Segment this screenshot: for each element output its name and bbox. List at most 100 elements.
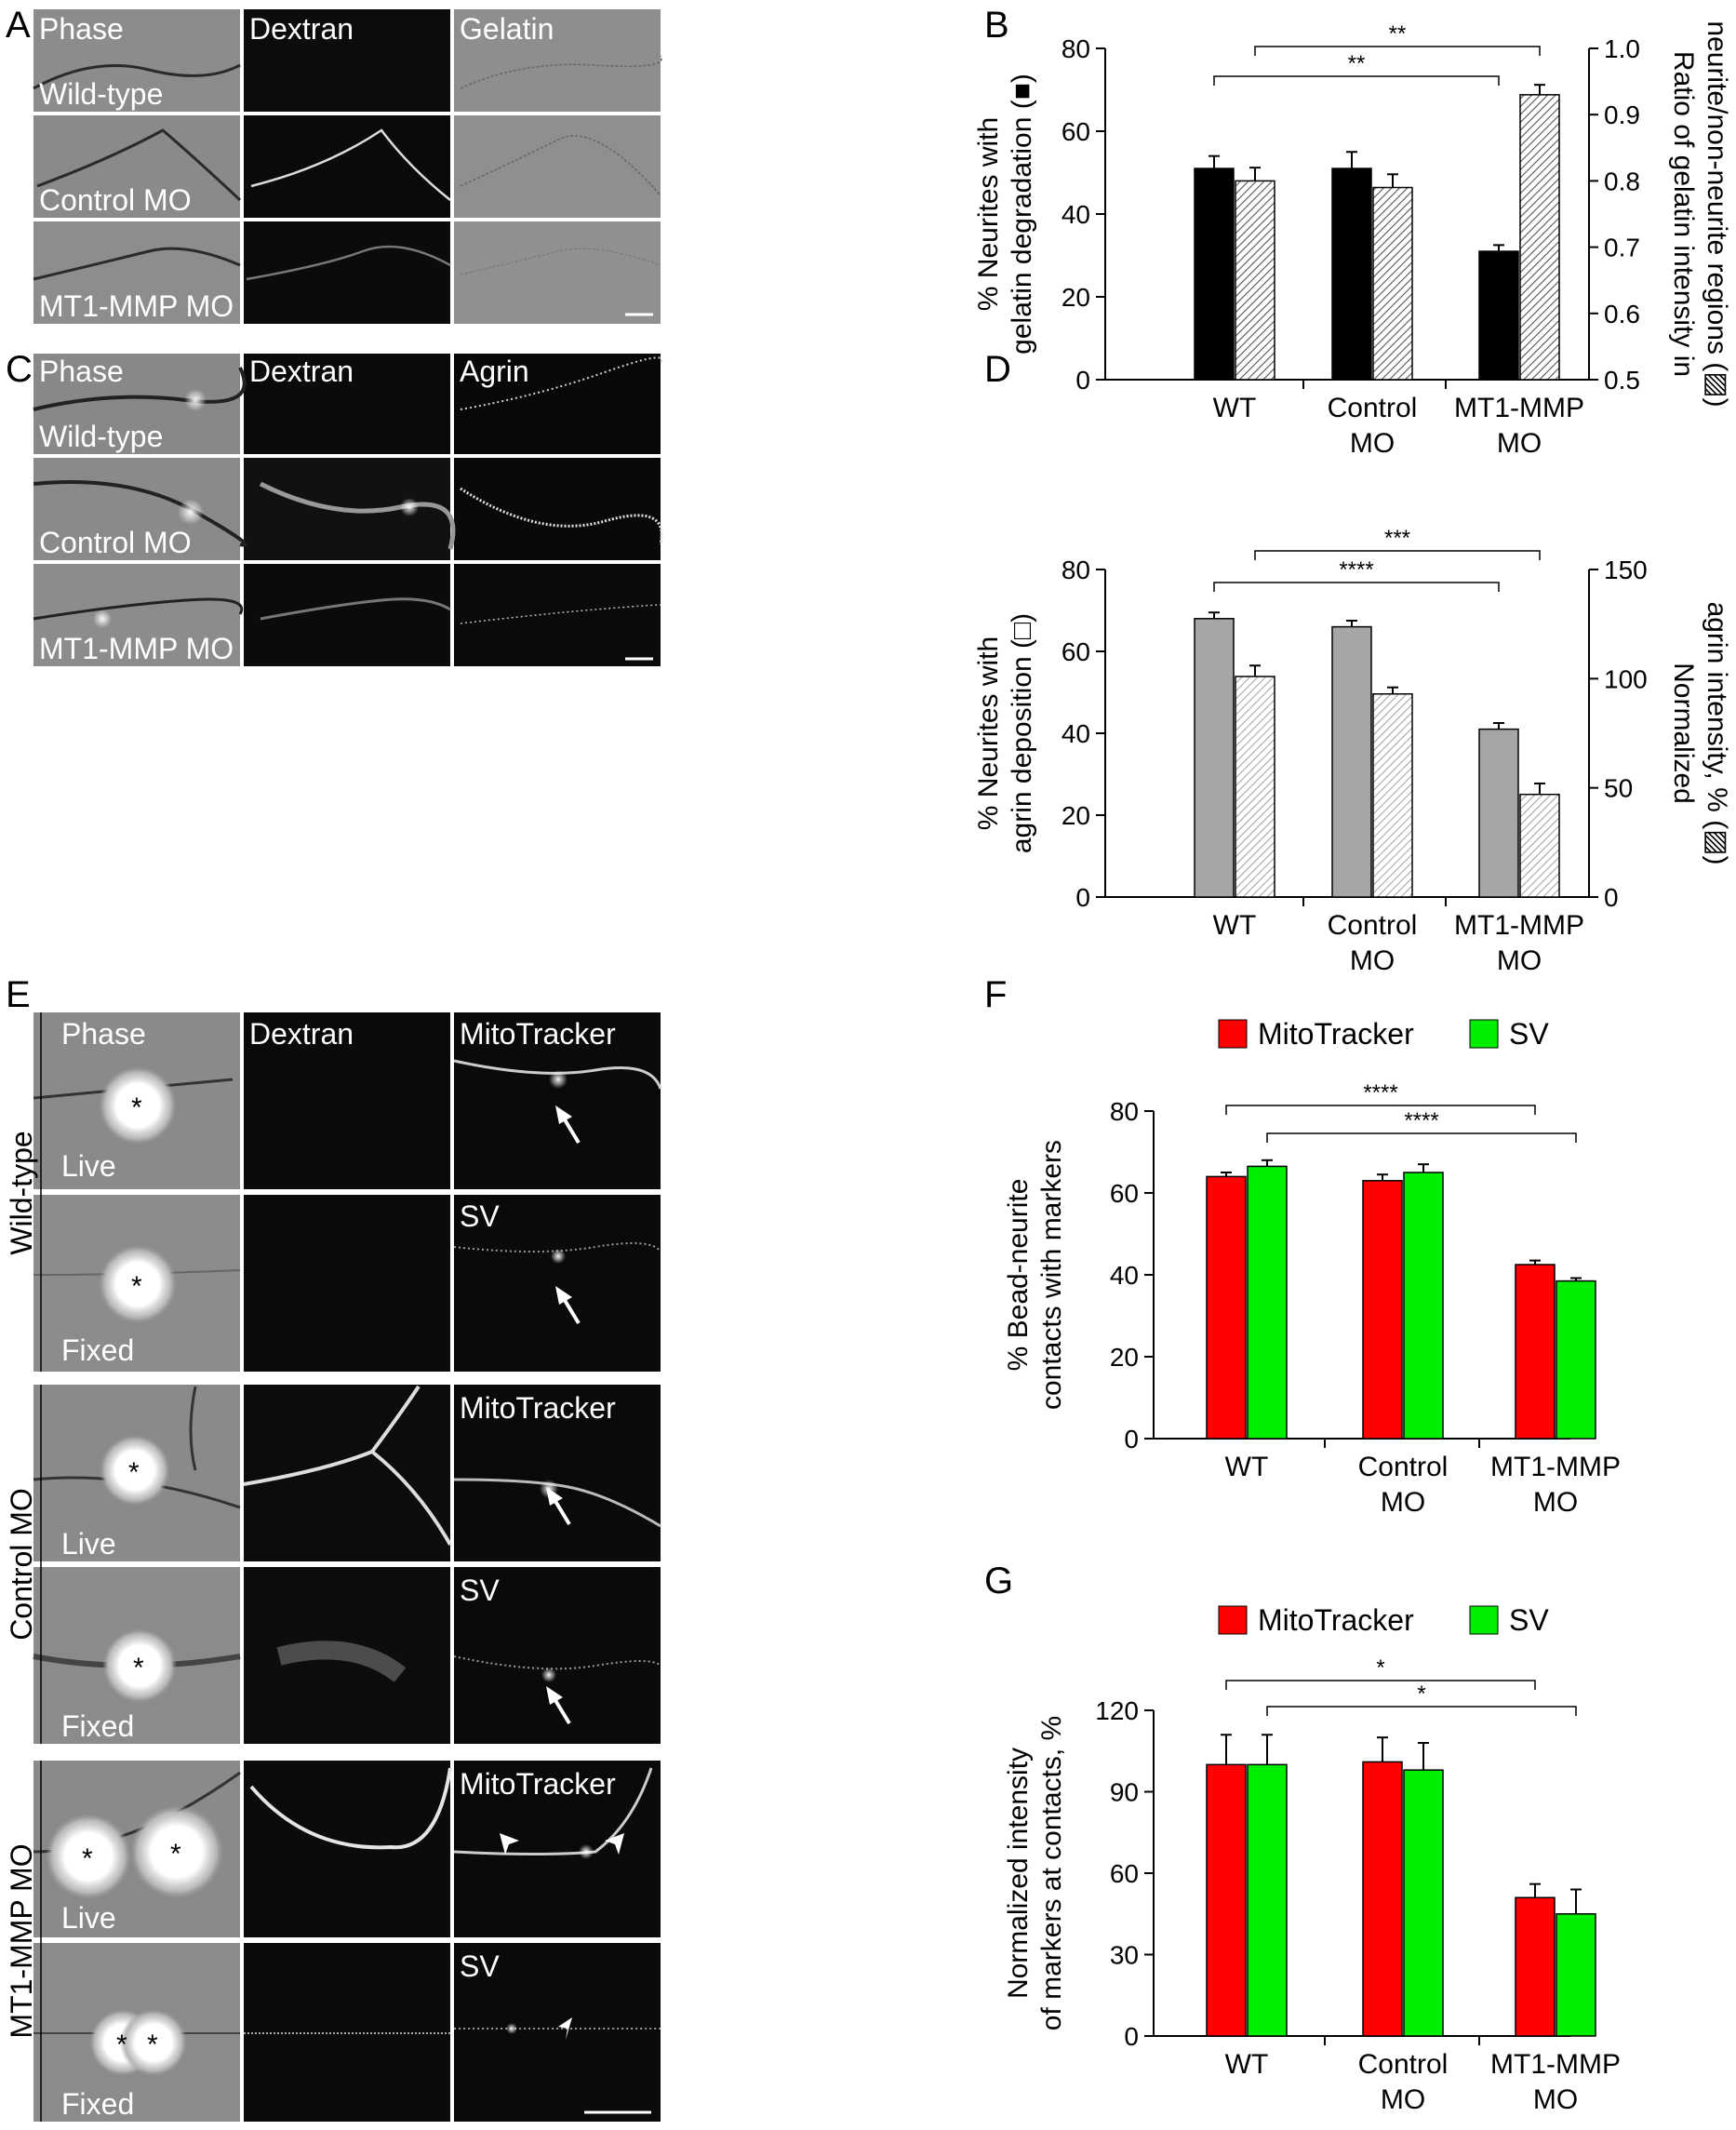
significance-bracket (1254, 46, 1541, 56)
y-tick-label: 80 (1062, 556, 1090, 584)
x-tick-label: WT (1225, 1452, 1269, 1482)
micrograph-e-dextran-wt-fixed (244, 1195, 450, 1372)
bar (1331, 167, 1372, 381)
neurite-trace (453, 1655, 661, 1670)
bead (46, 1814, 131, 1899)
bar (1403, 1172, 1444, 1440)
micrograph-a-phase-mt1 (33, 221, 240, 324)
x-tick-label: MT1-MMP (1490, 1452, 1621, 1482)
bar (1556, 1279, 1596, 1440)
micrograph-e-dextran-ctrl-live (244, 1385, 450, 1561)
y-tick-label-right: 0 (1604, 883, 1619, 912)
y-tick-label-right: 100 (1604, 664, 1648, 693)
bead-asterisk: * (170, 1839, 181, 1869)
bead-asterisk: * (147, 2030, 158, 2060)
significance-bracket (1213, 582, 1500, 592)
significance-label: **** (1363, 1080, 1397, 1105)
legend-label: SV (1509, 1017, 1549, 1051)
y-tick-label: 20 (1110, 1343, 1139, 1372)
legend-swatch-green (1469, 1019, 1499, 1049)
y-tick-label: 40 (1062, 719, 1090, 748)
col-title-c-dextran: Dextran (249, 355, 354, 388)
punctum (579, 1844, 594, 1859)
y-axis-label: of markers at contacts, % (1036, 1716, 1067, 2030)
bar (1235, 676, 1275, 898)
neurite-trace (33, 247, 241, 281)
col-title-e-mito-mt1: MitoTracker (460, 1767, 616, 1801)
row-label-ctrl-live: Live (61, 1527, 116, 1561)
neurite-trace (453, 1242, 661, 1253)
row-label-ctrl-fixed: Fixed (61, 1709, 134, 1743)
y-axis-label-right: neurite/non-neurite regions (▨) (1702, 20, 1732, 407)
significance-bracket (1225, 1680, 1536, 1690)
bar (1403, 1769, 1444, 2037)
bar (1362, 1180, 1403, 1440)
significance-bracket (1254, 550, 1541, 560)
y-tick-label-right: 50 (1604, 774, 1633, 803)
x-tick-label: WT (1213, 393, 1257, 423)
charts-layer: 0 20 40 60 80 0.5 0.6 0.7 0.8 0.9 1.0 WT Control MO MT… (973, 20, 1732, 2115)
row-label-mt1-fixed: Fixed (61, 2087, 134, 2121)
panel-letter-f: F (984, 974, 1007, 1015)
micrograph-e-dextran-mt1-live (244, 1761, 450, 1937)
bead (99, 1066, 177, 1145)
bead-asterisk: * (116, 2030, 127, 2060)
micrograph-c-agrin-ctrl (454, 458, 661, 560)
punctum (549, 1070, 568, 1089)
y-tick-label: 20 (1062, 283, 1090, 312)
arrowhead-icon (558, 2017, 572, 2040)
group-label-wt: Wild-type (5, 1131, 38, 1254)
micrograph-c-phase-ctrl (33, 458, 240, 560)
y-axis-label-right: agrin intensity, % (▨) (1702, 602, 1732, 865)
neurite-trace (453, 1059, 662, 1090)
cell-body (178, 499, 204, 525)
legend-label: SV (1509, 1603, 1549, 1637)
significance-label: **** (1404, 1108, 1438, 1133)
panel-letter-a: A (6, 5, 31, 46)
punctum (506, 2023, 517, 2034)
significance-label: * (1417, 1681, 1425, 1707)
row-label-a-wt: Wild-type (39, 77, 163, 111)
neurite-trace (33, 597, 244, 621)
x-tick-label: MO (1497, 945, 1542, 976)
x-tick-label: MO (1350, 428, 1395, 459)
bar (1478, 728, 1519, 898)
y-tick-label: 40 (1062, 200, 1090, 229)
punctum (551, 1249, 566, 1264)
bar (1556, 1913, 1596, 2037)
group-label-ctrl: Control MO (5, 1488, 38, 1641)
micrograph-a-dextran-mt1 (244, 221, 450, 324)
bar (1206, 1175, 1247, 1440)
col-title-c-agrin: Agrin (460, 355, 529, 388)
sv-label-mt1: SV (460, 1949, 500, 1983)
cell-body (400, 498, 419, 516)
row-label-c-mt1: MT1-MMP MO (39, 632, 234, 665)
neurite-trace (460, 356, 663, 410)
col-title-e-phase: Phase (61, 1017, 146, 1051)
panel-letter-g: G (984, 1561, 1013, 1601)
y-tick-label: 20 (1062, 801, 1090, 830)
bar (1194, 618, 1235, 898)
significance-bracket (1266, 1132, 1577, 1143)
sv-label-wt: SV (460, 1199, 500, 1233)
neurite-trace (249, 1767, 452, 1850)
neurite-trace (33, 63, 241, 90)
y-tick-label: 0 (1124, 1425, 1139, 1453)
x-tick-label: Control (1358, 2049, 1449, 2080)
y-tick-label: 30 (1110, 1941, 1139, 1970)
cell-body (93, 610, 112, 628)
neurite-trace (453, 1767, 653, 1855)
y-axis-label-right: Normalized (1668, 663, 1699, 804)
bead-asterisk: * (133, 1653, 144, 1683)
bead (120, 2009, 187, 2076)
neurite-trace (250, 128, 451, 201)
panel-letter-b: B (984, 5, 1009, 46)
col-title-e-mito-wt: MitoTracker (460, 1017, 616, 1051)
row-label-c-wt: Wild-type (39, 420, 163, 453)
bead-asterisk: * (131, 1092, 142, 1123)
y-axis-label: agrin deposition (□) (1007, 613, 1037, 853)
row-label-c-ctrl: Control MO (39, 526, 192, 559)
legend-swatch-green (1469, 1605, 1499, 1635)
y-tick-label: 60 (1110, 1179, 1139, 1208)
bead-asterisk: * (82, 1843, 93, 1874)
